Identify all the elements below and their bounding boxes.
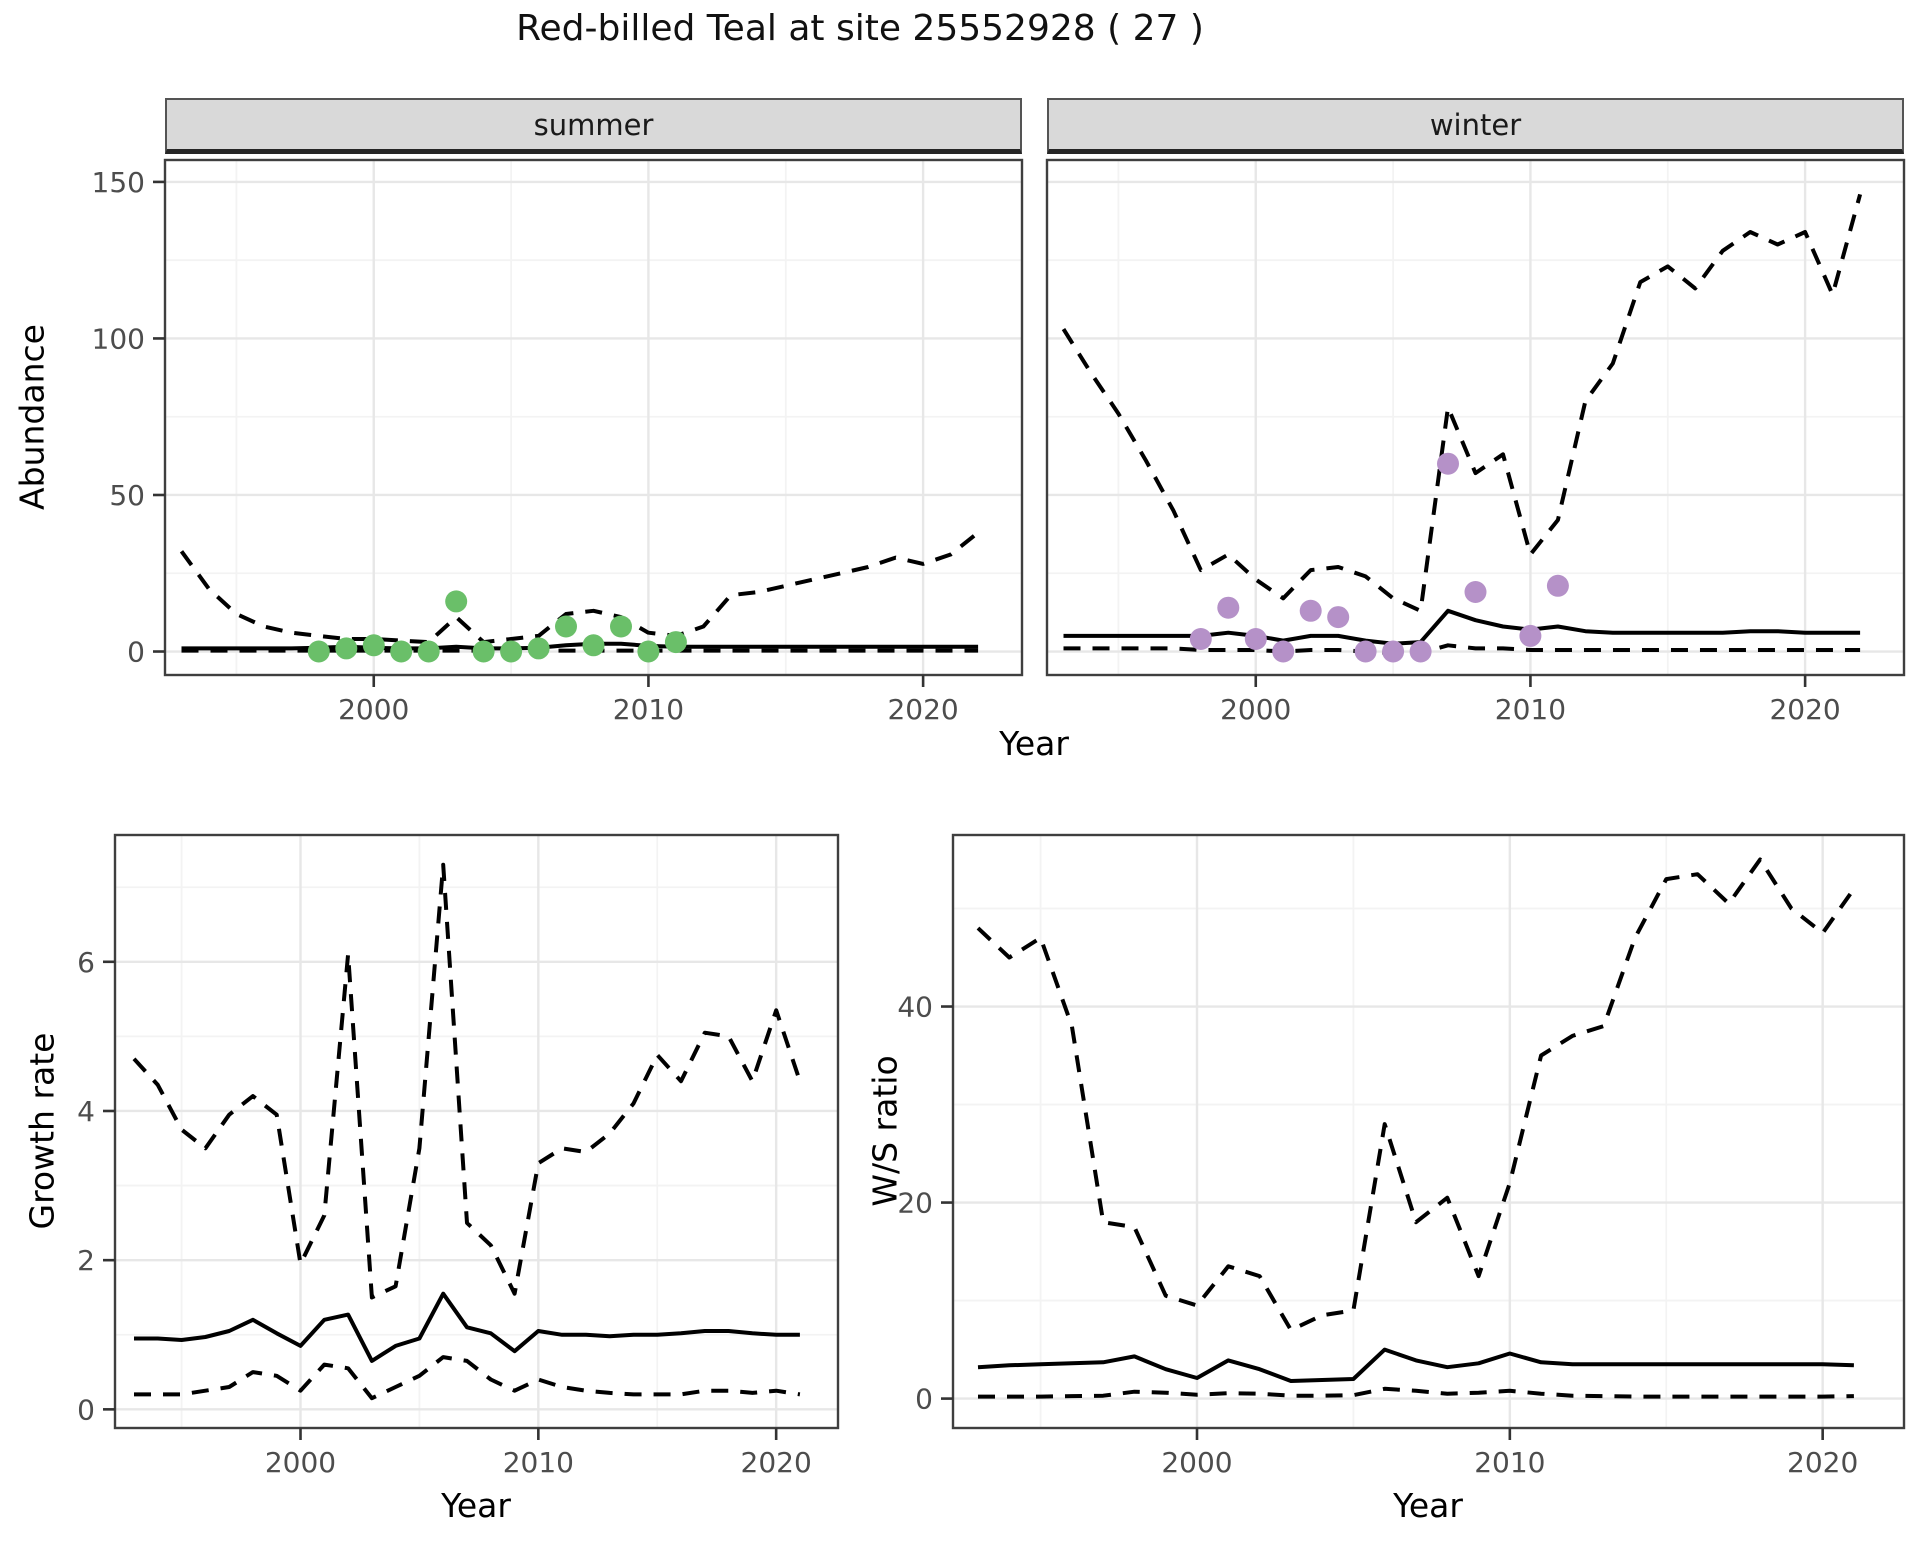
- y-tick-label: 50: [109, 479, 145, 512]
- x-tick-label: 2020: [741, 1446, 812, 1479]
- x-tick-label: 2000: [1220, 693, 1291, 726]
- observed-counts-winter-point: [1437, 452, 1459, 475]
- observed-counts-winter-point: [1299, 599, 1322, 622]
- facet-strip-winter: winter: [1047, 98, 1904, 154]
- x-tick-label: 2000: [265, 1446, 336, 1479]
- growth_rate-upper-ci-line: [132, 862, 802, 1300]
- growth_rate-median-line: [134, 1291, 800, 1363]
- observed-counts-winter-point: [1327, 606, 1350, 629]
- observed-counts-summer-point: [362, 634, 385, 657]
- y-tick-label: 4: [77, 1095, 95, 1128]
- observed-counts-winter-point: [1519, 624, 1542, 647]
- y-tick-label: 0: [127, 636, 145, 669]
- x-tick-label: 2020: [1769, 693, 1840, 726]
- ws_ratio-panel-bg: [953, 835, 1904, 1428]
- observed-counts-winter-point: [1409, 640, 1432, 663]
- y-tick-label: 150: [92, 166, 145, 199]
- y-tick-label: 100: [92, 322, 145, 355]
- observed-counts-summer-point: [500, 640, 523, 663]
- page-title: Red-billed Teal at site 25552928 ( 27 ): [516, 8, 1204, 49]
- x-axis-title-year-growth: Year: [441, 1486, 511, 1525]
- facet-strip-summer-label: summer: [533, 107, 654, 142]
- observed-counts-summer-point: [582, 634, 605, 657]
- observed-counts-winter-point: [1382, 640, 1405, 663]
- observed-counts-summer-point: [390, 640, 413, 663]
- x-tick-label: 2010: [613, 693, 684, 726]
- observed-counts-summer-point: [307, 640, 330, 663]
- observed-counts-summer-point: [610, 615, 632, 638]
- ws_ratio-panel-border: [951, 833, 1906, 1430]
- x-tick-label: 2020: [1787, 1446, 1858, 1479]
- observed-counts-winter-point: [1217, 596, 1240, 619]
- facet-strip-winter-label: winter: [1429, 107, 1522, 142]
- observed-counts-summer-point: [445, 590, 468, 613]
- x-tick-label: 2000: [1161, 1446, 1232, 1479]
- observed-counts-summer-point: [527, 637, 550, 660]
- ws_ratio-lower-ci-line: [978, 1386, 1854, 1399]
- observed-counts-summer-point: [335, 637, 358, 660]
- abundance_winter-upper-ci-line: [1061, 193, 1863, 613]
- observed-counts-summer-point: [472, 640, 495, 663]
- x-tick-label: 2020: [887, 693, 958, 726]
- observed-counts-summer-point: [417, 640, 440, 663]
- growth_rate-lower-ci-line: [134, 1355, 801, 1401]
- y-tick-label: 40: [897, 991, 933, 1024]
- observed-counts-summer-point: [637, 640, 660, 663]
- y-tick-label: 20: [897, 1187, 933, 1220]
- abundance_winter-panel-border: [1045, 158, 1906, 677]
- y-tick-label: 0: [77, 1393, 95, 1426]
- observed-counts-winter-point: [1189, 628, 1212, 650]
- x-axis-title-year-top: Year: [999, 724, 1069, 763]
- abundance_winter-lower-ci-line: [1063, 643, 1861, 656]
- x-tick-label: 2010: [1495, 693, 1566, 726]
- growth_rate-panel-bg: [115, 835, 838, 1428]
- y-tick-label: 0: [915, 1383, 933, 1416]
- x-axis-title-year-ws: Year: [1393, 1486, 1463, 1525]
- observed-counts-winter-point: [1244, 628, 1267, 650]
- ws_ratio-median-line: [977, 1347, 1854, 1383]
- observed-counts-winter-point: [1464, 581, 1487, 603]
- observed-counts-summer-point: [664, 631, 687, 654]
- x-tick-label: 2010: [1474, 1446, 1545, 1479]
- observed-counts-winter-point: [1354, 640, 1377, 663]
- observed-counts-winter-point: [1546, 574, 1569, 597]
- observed-counts-summer-point: [555, 615, 577, 638]
- y-tick-label: 2: [77, 1244, 95, 1277]
- observed-counts-winter-point: [1272, 640, 1295, 663]
- x-tick-label: 2000: [338, 693, 409, 726]
- y-tick-label: 6: [77, 946, 95, 979]
- ws_ratio-upper-ci-line: [976, 857, 1856, 1332]
- abundance_summer-panel-border: [163, 158, 1024, 677]
- facet-strip-summer: summer: [165, 98, 1022, 154]
- x-tick-label: 2010: [503, 1446, 574, 1479]
- growth_rate-panel-border: [113, 833, 840, 1430]
